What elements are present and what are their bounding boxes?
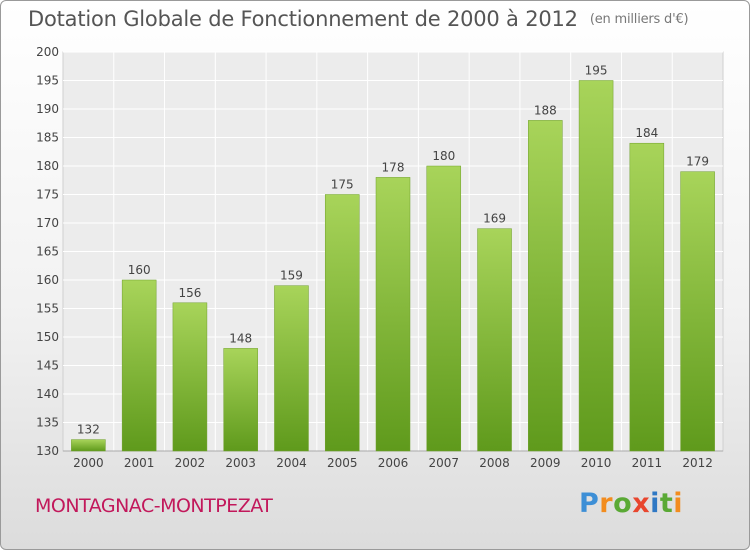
x-tick-label: 2003 — [225, 456, 256, 470]
y-tick-label: 200 — [36, 45, 59, 59]
bar — [426, 165, 462, 452]
bar-value-label: 188 — [534, 103, 557, 117]
bar — [528, 120, 563, 452]
x-tick-label: 2010 — [581, 456, 612, 470]
bar — [223, 348, 258, 452]
bar-value-label: 184 — [635, 126, 658, 140]
y-tick-label: 170 — [36, 216, 59, 230]
bar — [477, 228, 512, 452]
bar-value-label: 195 — [585, 64, 608, 78]
bar-value-label: 159 — [280, 269, 303, 283]
chart-title: Dotation Globale de Fonctionnement de 20… — [28, 7, 689, 31]
commune-name: MONTAGNAC-MONTPEZAT — [35, 495, 273, 517]
x-tick-label: 2000 — [73, 456, 104, 470]
y-tick-label: 185 — [36, 131, 59, 145]
x-tick-label: 2012 — [682, 456, 713, 470]
x-tick-label: 2002 — [175, 456, 206, 470]
y-tick-label: 140 — [36, 387, 59, 401]
y-tick-label: 180 — [36, 159, 59, 173]
y-tick-label: 145 — [36, 359, 59, 373]
y-tick-label: 130 — [36, 444, 59, 458]
x-tick-label: 2008 — [479, 456, 510, 470]
bar-value-label: 179 — [686, 155, 709, 169]
y-tick-label: 165 — [36, 245, 59, 259]
x-tick-label: 2009 — [530, 456, 561, 470]
y-tick-label: 160 — [36, 273, 59, 287]
bar — [578, 80, 614, 452]
y-tick-label: 155 — [36, 302, 59, 316]
x-tick-label: 2001 — [124, 456, 155, 470]
bar — [71, 439, 106, 452]
y-tick-label: 135 — [36, 416, 59, 430]
bar-value-label: 160 — [128, 263, 151, 277]
bar-value-label: 175 — [331, 178, 354, 192]
bar-value-label: 156 — [178, 286, 201, 300]
bar — [324, 194, 360, 452]
y-tick-label: 190 — [36, 102, 59, 116]
bar-value-label: 169 — [483, 212, 506, 226]
bar — [680, 171, 715, 452]
bar — [172, 302, 208, 452]
x-tick-label: 2005 — [327, 456, 358, 470]
x-tick-label: 2011 — [632, 456, 663, 470]
y-tick-label: 195 — [36, 74, 59, 88]
bar-value-label: 148 — [229, 331, 252, 345]
chart-unit-label: (en milliers d'€) — [589, 12, 689, 27]
bar-value-label: 132 — [77, 423, 100, 437]
bar — [629, 142, 665, 452]
proxiti-logo: Proxiti — [579, 488, 684, 519]
y-tick-label: 150 — [36, 330, 59, 344]
bar-value-label: 180 — [432, 149, 455, 163]
bar — [121, 279, 157, 452]
bar-value-label: 178 — [382, 160, 405, 174]
x-tick-label: 2007 — [428, 456, 459, 470]
y-tick-label: 175 — [36, 188, 59, 202]
chart-title-text: Dotation Globale de Fonctionnement de 20… — [28, 7, 578, 31]
bar — [375, 177, 411, 452]
x-tick-label: 2004 — [276, 456, 307, 470]
bar — [274, 285, 309, 452]
x-tick-label: 2006 — [378, 456, 409, 470]
